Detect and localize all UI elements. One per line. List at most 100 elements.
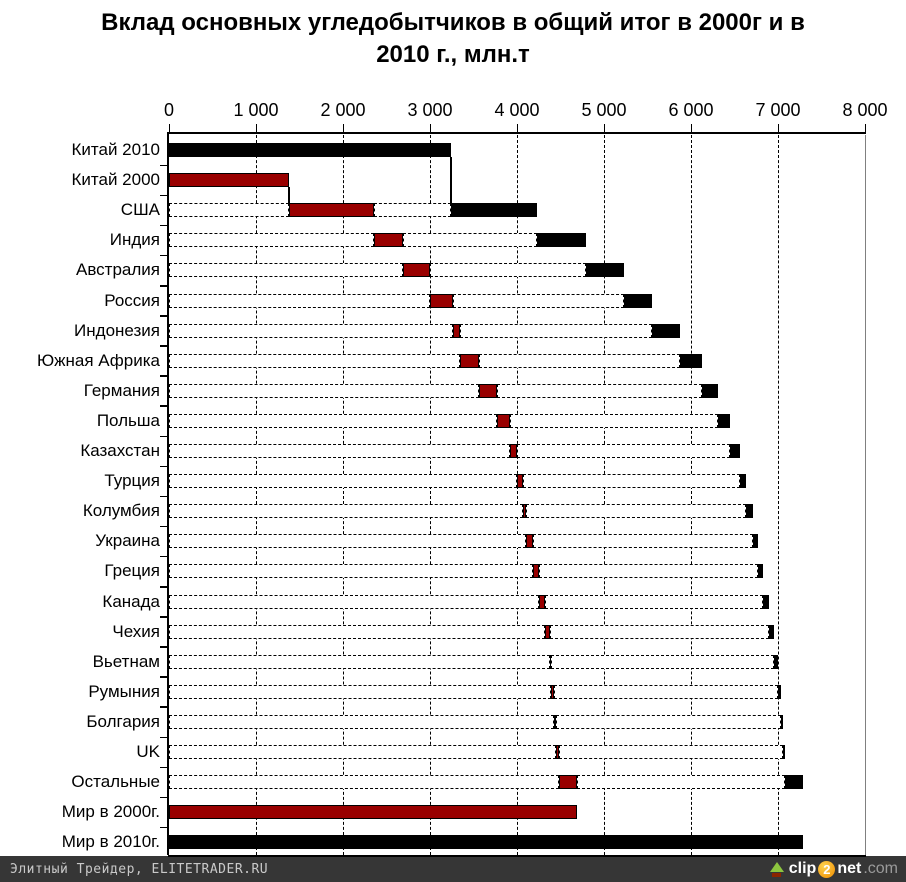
bar-segment-2010 — [651, 323, 681, 338]
x-tick-label: 1 000 — [233, 100, 279, 120]
gridline — [603, 135, 605, 855]
y-tick — [160, 405, 167, 407]
y-tick — [160, 315, 167, 317]
bar-total-2010 — [169, 835, 804, 850]
y-tick — [160, 254, 167, 257]
gridline — [342, 135, 344, 855]
connector-bar — [169, 684, 552, 699]
bar-segment-2000 — [544, 624, 551, 639]
y-tick — [160, 375, 167, 377]
logo-text-clip: clip — [788, 860, 817, 877]
connector-bar — [169, 444, 511, 459]
x-tick — [603, 124, 605, 132]
connector-bar — [517, 444, 731, 459]
connector-bar — [169, 474, 517, 489]
category-label: Остальные — [71, 772, 160, 792]
y-tick — [160, 555, 167, 558]
y-tick — [160, 706, 167, 708]
clip2net-logo[interactable]: clip 2 net .com — [769, 860, 898, 878]
bar-segment-2010 — [757, 564, 764, 579]
bar-segment-2000 — [558, 775, 577, 790]
y-tick — [160, 224, 167, 227]
gridline — [429, 135, 431, 855]
y-tick — [160, 766, 167, 769]
y-tick — [160, 586, 167, 588]
bar-segment-2010 — [783, 745, 786, 760]
bar-segment-2010 — [680, 353, 703, 368]
category-label: Индонезия — [74, 320, 160, 340]
connector-bar — [169, 263, 404, 278]
y-tick — [160, 285, 167, 287]
bar-segment-2000 — [373, 233, 404, 248]
footer-credit: Элитный Трейдер, ELITETRADER.RU — [10, 861, 269, 877]
connector-bar — [551, 654, 775, 669]
category-label: Мир в 2010г. — [61, 832, 160, 852]
x-tick — [255, 124, 257, 132]
connector-bar — [558, 745, 784, 760]
connector-bar — [169, 413, 497, 428]
gridline — [690, 135, 692, 855]
category-label: Украина — [95, 531, 160, 551]
y-tick — [160, 826, 167, 829]
category-label: Индия — [109, 230, 160, 250]
connector-bar — [169, 383, 480, 398]
y-tick — [160, 435, 167, 437]
bar-segment-2000 — [517, 474, 523, 489]
y-tick — [160, 676, 167, 678]
x-tick — [690, 124, 692, 132]
connector-bar — [169, 353, 460, 368]
bar-segment-2010 — [739, 474, 747, 489]
connector-bar — [430, 263, 587, 278]
series-connector-line — [449, 157, 452, 204]
category-label: Россия — [104, 290, 160, 310]
chart-title: Вклад основных угледобытчиков в общий ит… — [0, 7, 906, 71]
connector-bar — [522, 474, 740, 489]
connector-bar — [169, 233, 374, 248]
axis-top — [168, 132, 866, 134]
connector-bar — [169, 203, 290, 218]
y-tick — [160, 646, 167, 648]
category-label: Австралия — [76, 260, 160, 280]
y-tick — [160, 525, 167, 528]
bar-segment-2000 — [430, 293, 453, 308]
x-tick — [516, 124, 518, 132]
footer-bar: Элитный Трейдер, ELITETRADER.RU clip 2 n… — [0, 856, 906, 882]
category-label: Канада — [102, 591, 160, 611]
logo-badge-2: 2 — [818, 860, 836, 878]
category-label: Чехия — [112, 621, 160, 641]
gridline — [255, 135, 257, 855]
bar-segment-2000 — [553, 714, 557, 729]
category-label: Южная Африка — [36, 350, 160, 370]
y-tick — [160, 345, 167, 347]
x-tick — [777, 124, 779, 132]
connector-bar — [550, 624, 770, 639]
category-label: Турция — [104, 471, 160, 491]
bar-total-2010 — [169, 143, 451, 158]
connector-bar — [526, 504, 747, 519]
bar-total-2000 — [169, 173, 290, 188]
connector-bar — [452, 293, 624, 308]
axis-bottom — [168, 855, 866, 857]
bar-segment-2000 — [533, 564, 539, 579]
connector-bar — [169, 293, 430, 308]
category-label: Болгария — [86, 711, 160, 731]
bar-segment-2000 — [551, 684, 554, 699]
connector-bar — [459, 323, 652, 338]
category-label: Китай 2000 — [71, 170, 161, 190]
bar-segment-2000 — [403, 263, 430, 278]
connector-bar — [169, 714, 554, 729]
connector-bar — [169, 624, 545, 639]
bar-segment-2000 — [479, 383, 497, 398]
category-label: Румыния — [88, 681, 160, 701]
gridline — [777, 135, 779, 855]
x-tick-label: 7 000 — [755, 100, 801, 120]
category-label: Польша — [96, 410, 160, 430]
bar-segment-2010 — [536, 233, 587, 248]
connector-bar — [169, 594, 539, 609]
bar-segment-2010 — [784, 775, 804, 790]
bar-segment-2000 — [496, 413, 511, 428]
category-label: UK — [136, 742, 160, 762]
connector-bar — [556, 714, 781, 729]
y-tick — [160, 495, 167, 498]
bar-segment-2000 — [556, 745, 559, 760]
